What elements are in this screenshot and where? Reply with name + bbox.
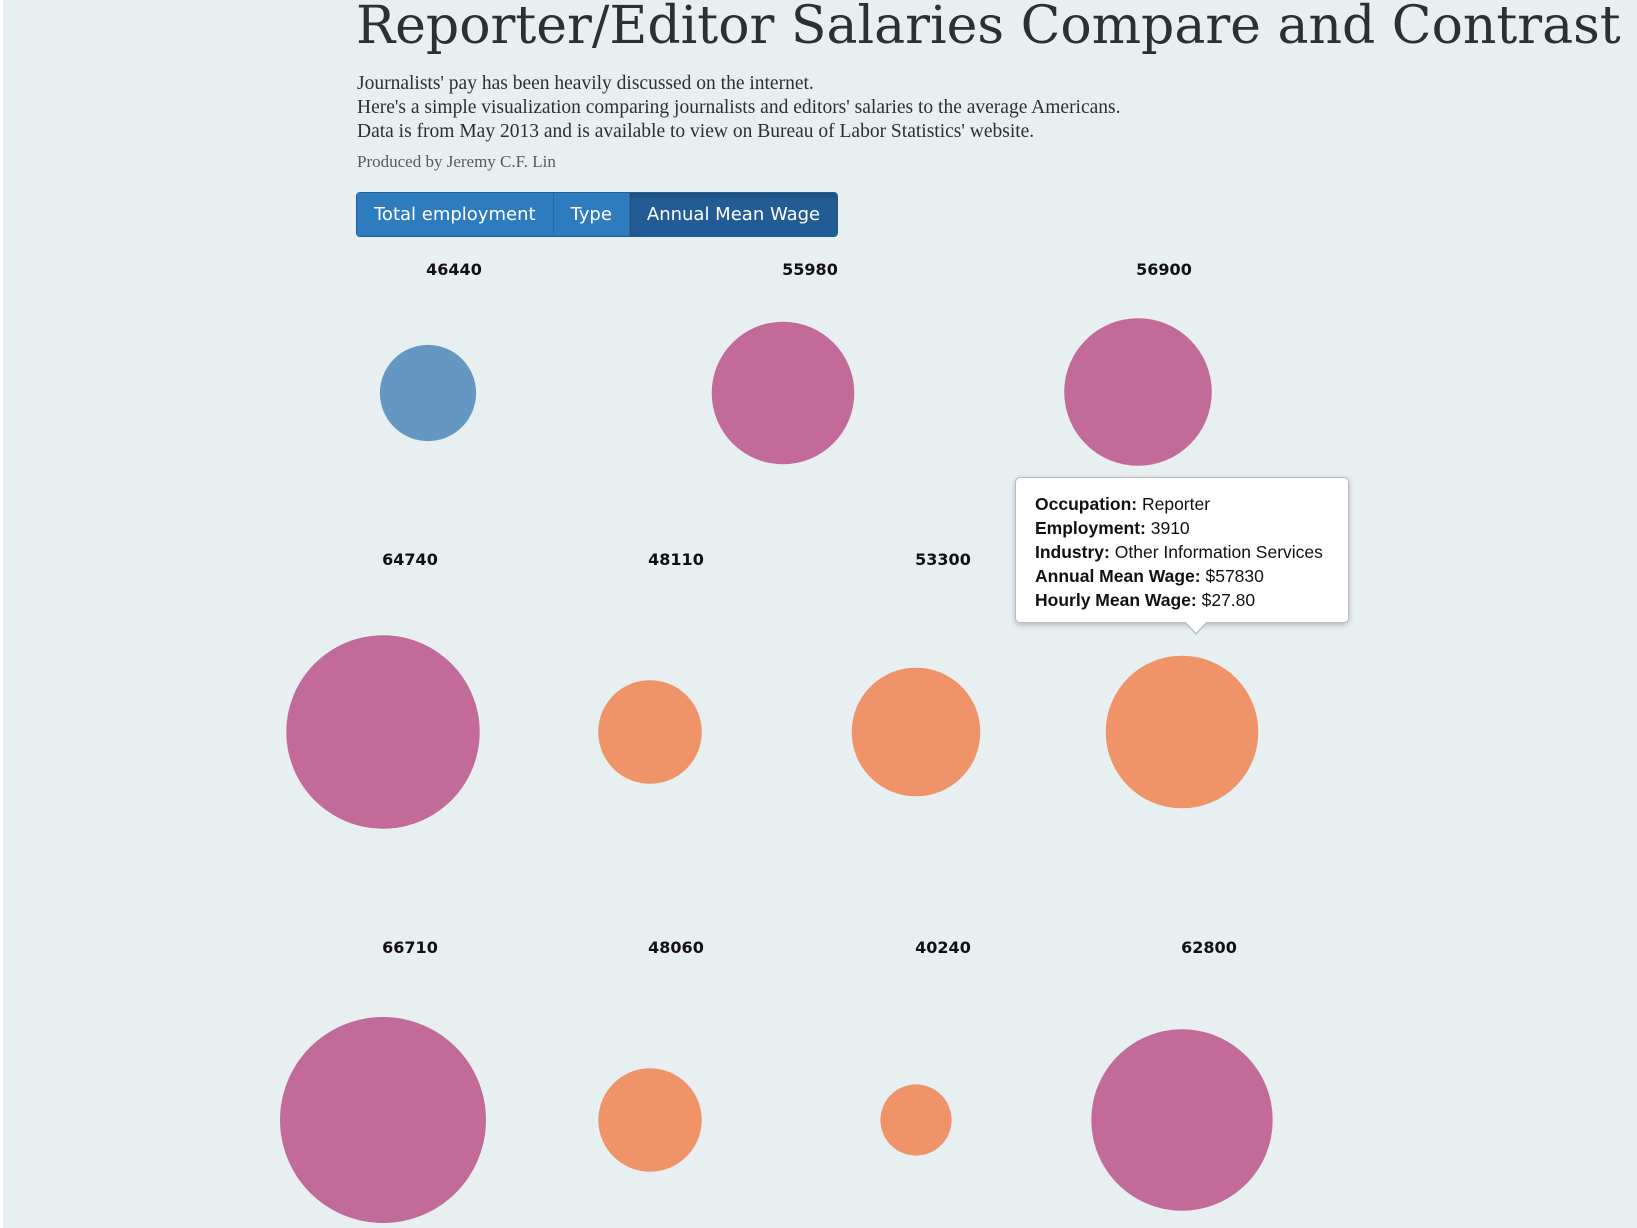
byline: Produced by Jeremy C.F. Lin <box>357 152 556 171</box>
sort-button-group: Total employment Type Annual Mean Wage <box>356 192 839 237</box>
bubble-56900[interactable] <box>1064 318 1212 466</box>
bubble-46440[interactable] <box>379 344 477 442</box>
bubble-label: 40240 <box>915 938 971 957</box>
bubble-40240[interactable] <box>880 1084 952 1156</box>
annual-mean-wage-button[interactable]: Annual Mean Wage <box>629 193 838 236</box>
tooltip-occupation-value: Reporter <box>1141 494 1211 514</box>
bubble-label: 55980 <box>782 260 838 279</box>
bubble-label: 64740 <box>382 550 438 569</box>
tooltip-arrow-inner <box>1185 621 1207 633</box>
total-employment-button[interactable]: Total employment <box>357 193 554 236</box>
bubble-label: 62800 <box>1181 938 1237 957</box>
bubble-48060[interactable] <box>598 1068 702 1172</box>
bubble-48110[interactable] <box>598 680 702 784</box>
tooltip-annual-row: Annual Mean Wage: $57830 <box>1035 564 1329 588</box>
bubble-53300[interactable] <box>851 667 981 797</box>
tooltip-industry-value: Other Information Services <box>1114 542 1323 562</box>
intro-line-1: Journalists' pay has been heavily discus… <box>357 73 814 94</box>
bubble-label: 53300 <box>915 550 971 569</box>
tooltip-hourly-row: Hourly Mean Wage: $27.80 <box>1035 588 1329 612</box>
intro-line-3: Data is from May 2013 and is available t… <box>357 121 1035 142</box>
bubble-label: 56900 <box>1136 260 1192 279</box>
tooltip-annual-label: Annual Mean Wage: <box>1035 566 1201 586</box>
bubble-64740[interactable] <box>286 635 480 829</box>
tooltip-occupation-label: Occupation: <box>1035 494 1138 514</box>
tooltip-hourly-value: $27.80 <box>1201 590 1256 610</box>
tooltip-employment-row: Employment: 3910 <box>1035 516 1329 540</box>
bubble-label: 48110 <box>648 550 704 569</box>
tooltip-employment-value: 3910 <box>1150 518 1190 538</box>
bubble-label: 48060 <box>648 938 704 957</box>
type-button[interactable]: Type <box>553 193 630 236</box>
left-edge-rule <box>0 0 3 1228</box>
bubble-57830[interactable] <box>1105 655 1259 809</box>
tooltip: Occupation: Reporter Employment: 3910 In… <box>1015 477 1349 635</box>
intro-text: Journalists' pay has been heavily discus… <box>357 72 1557 144</box>
bubble-55980[interactable] <box>711 321 855 465</box>
tooltip-hourly-label: Hourly Mean Wage: <box>1035 590 1197 610</box>
tooltip-employment-label: Employment: <box>1035 518 1146 538</box>
tooltip-industry-label: Industry: <box>1035 542 1110 562</box>
bubble-label: 46440 <box>426 260 482 279</box>
bubble-62800[interactable] <box>1091 1029 1273 1211</box>
intro-line-2: Here's a simple visualization comparing … <box>357 97 1121 118</box>
tooltip-occupation-row: Occupation: Reporter <box>1035 492 1329 516</box>
bubble-label: 66710 <box>382 938 438 957</box>
bubble-66710[interactable] <box>280 1017 486 1223</box>
page-title: Reporter/Editor Salaries Compare and Con… <box>356 0 1621 56</box>
tooltip-industry-row: Industry: Other Information Services <box>1035 540 1329 564</box>
tooltip-annual-value: $57830 <box>1205 566 1264 586</box>
